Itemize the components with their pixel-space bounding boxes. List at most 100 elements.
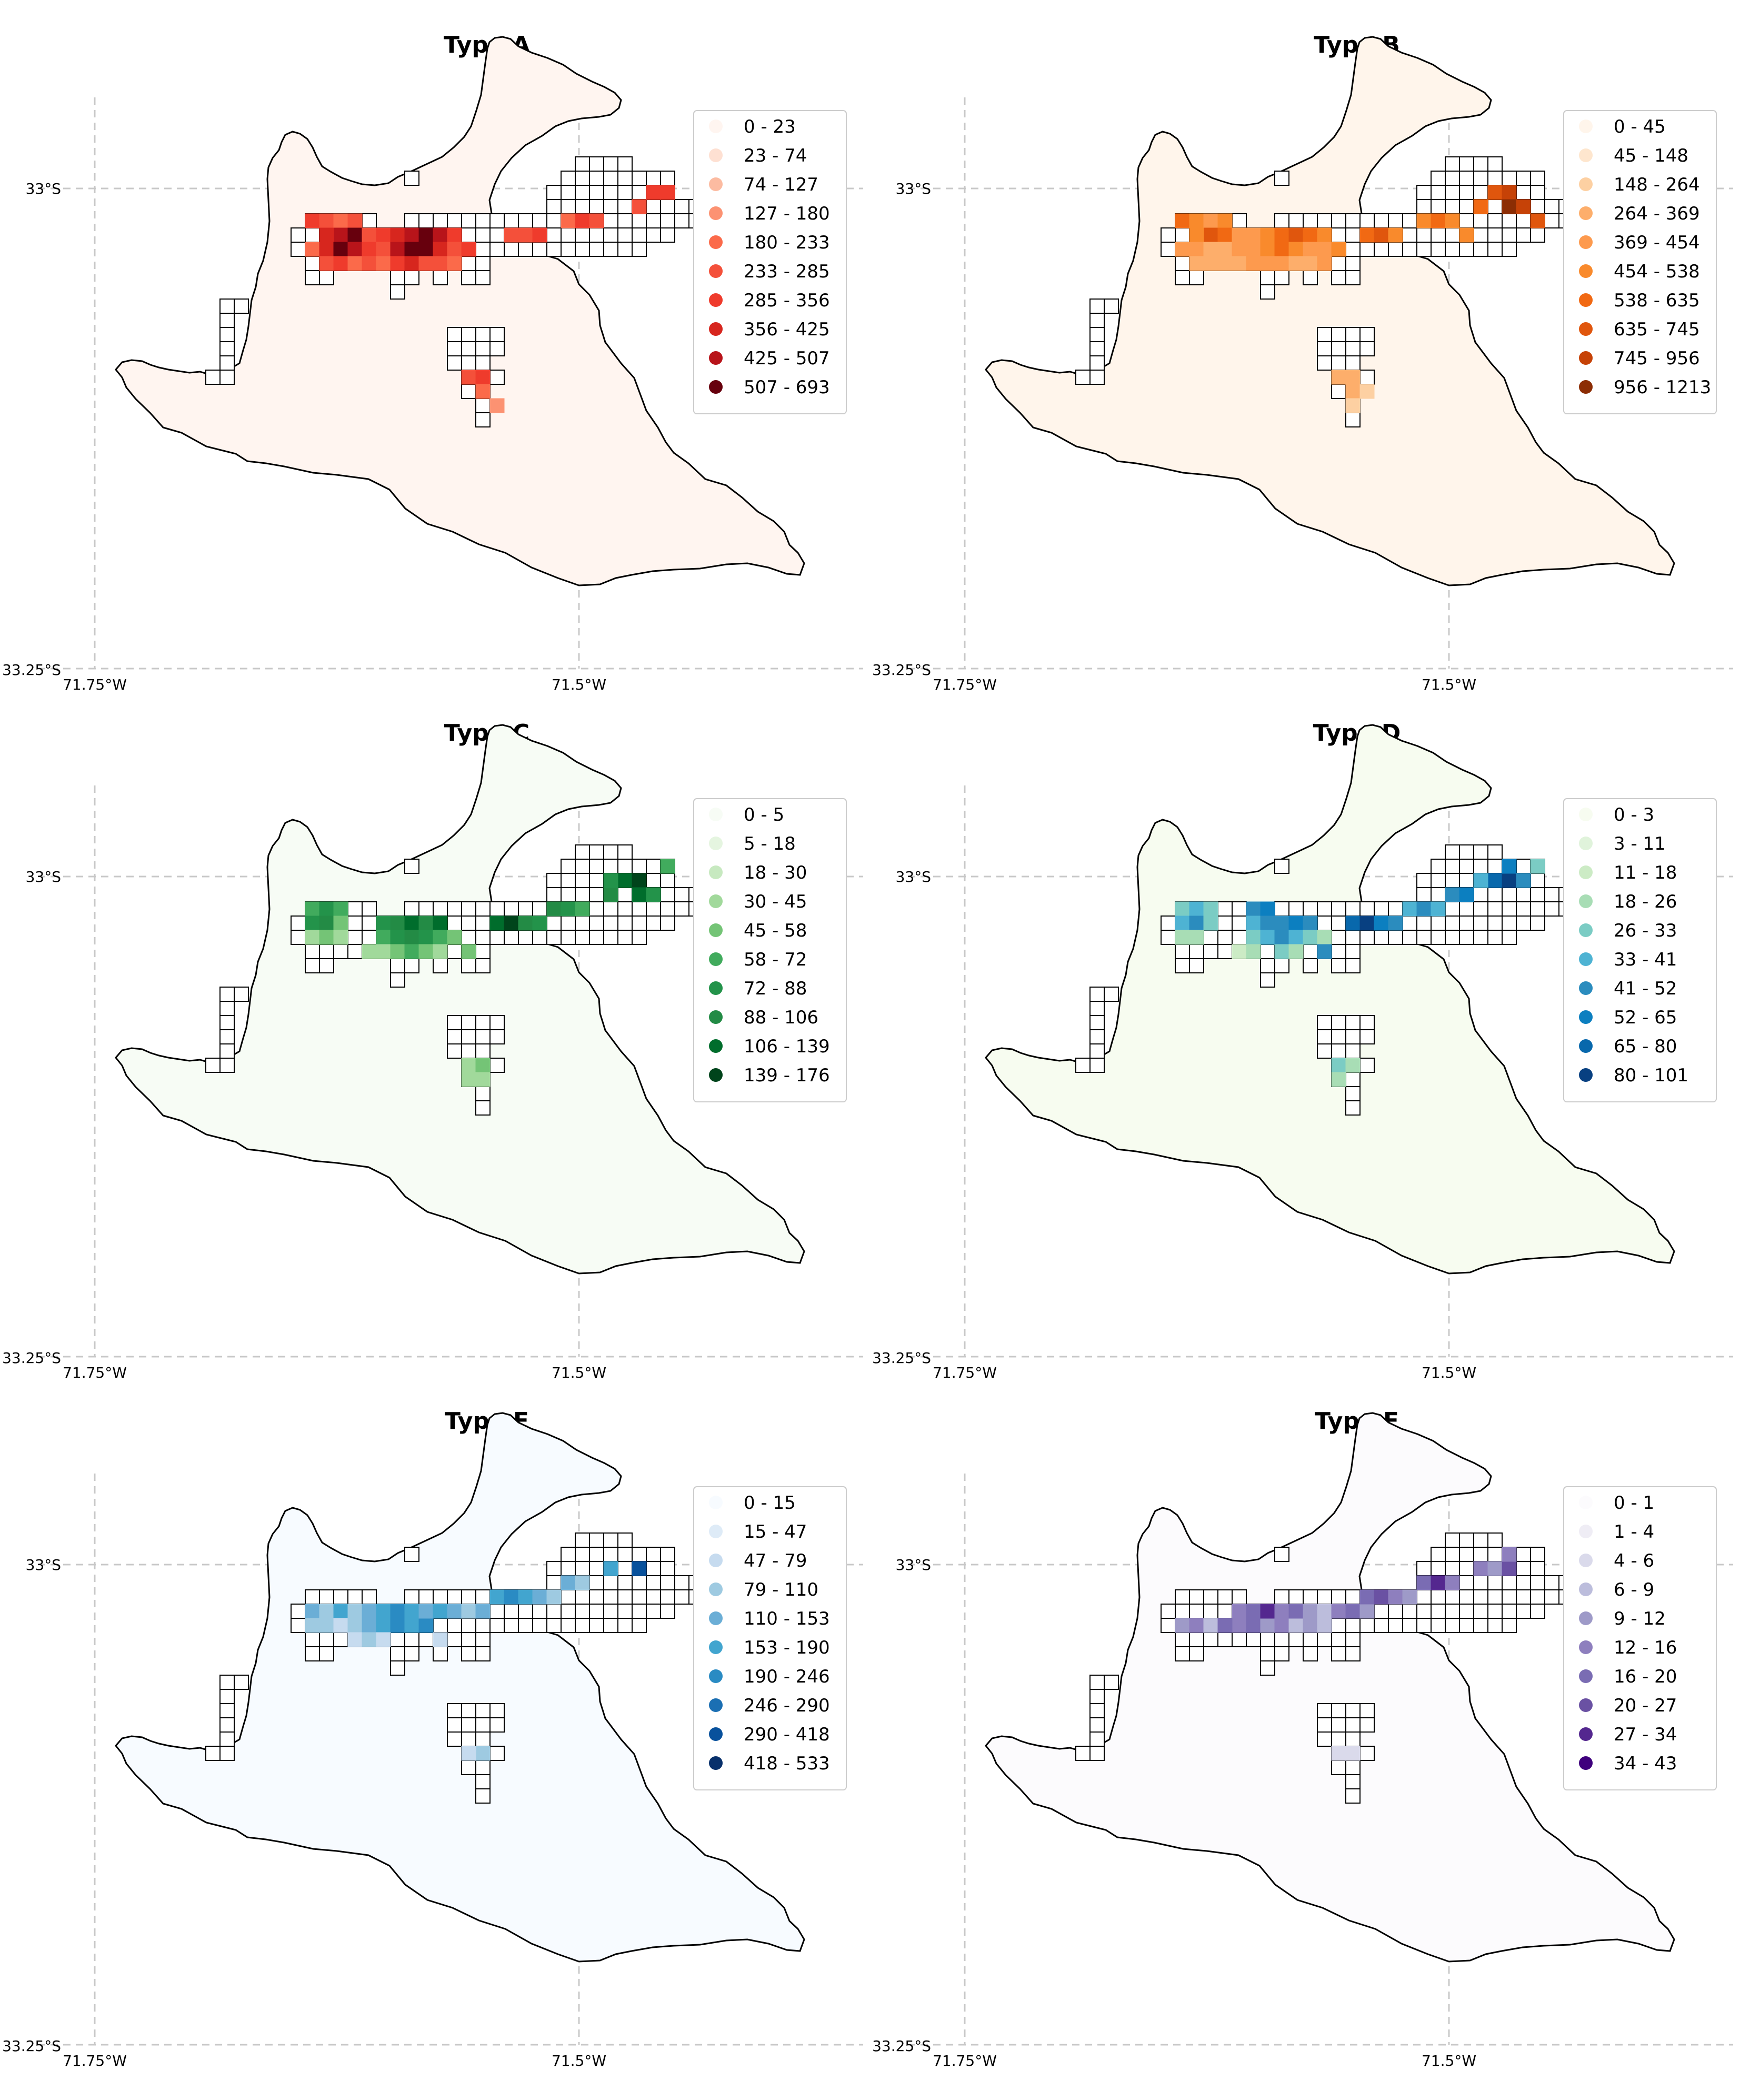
grid-cell	[589, 242, 604, 257]
grid-cell	[1402, 227, 1417, 243]
grid-cell	[1331, 901, 1346, 917]
grid-cell	[1473, 844, 1488, 860]
legend: 0 - 45 45 - 148 148 - 264 264 - 369 369 - 45…	[1563, 110, 1717, 414]
value-cell	[1502, 1561, 1517, 1576]
legend-swatch	[709, 1010, 723, 1024]
grid-cell	[475, 1717, 491, 1733]
grid-cell	[1317, 341, 1332, 356]
value-cell	[433, 944, 448, 959]
grid-cell	[1274, 859, 1289, 874]
value-cell	[404, 930, 419, 945]
legend-swatch	[1579, 981, 1593, 995]
value-cell	[1203, 915, 1218, 931]
value-cell	[1487, 873, 1503, 888]
grid-cell	[1331, 1760, 1346, 1775]
grid-cell	[1416, 227, 1432, 243]
grid-cell	[660, 873, 675, 888]
value-cell	[575, 213, 590, 228]
grid-cell	[1402, 242, 1417, 257]
grid-cell	[1473, 887, 1488, 902]
grid-cell	[603, 213, 618, 228]
grid-cell	[475, 412, 491, 427]
grid-cell	[1359, 327, 1375, 342]
grid-cell	[646, 171, 661, 186]
grid-cell	[1345, 1589, 1361, 1605]
value-cell	[418, 915, 434, 931]
grid-cell	[347, 915, 363, 931]
grid-cell	[1487, 1604, 1503, 1619]
grid-cell	[1459, 1547, 1474, 1562]
grid-cell	[1516, 185, 1531, 200]
grid-cell	[617, 915, 633, 931]
region-outline	[985, 1412, 1675, 1963]
grid-cell	[1331, 1646, 1346, 1661]
grid-cell	[475, 1618, 491, 1633]
grid-cell	[333, 1589, 348, 1605]
grid-cell	[575, 844, 590, 860]
grid-cell	[291, 1604, 306, 1619]
grid-cell	[1303, 1589, 1318, 1605]
value-cell	[632, 887, 647, 902]
grid-cell	[475, 1086, 491, 1101]
grid-cell	[617, 1547, 633, 1562]
grid-cell	[575, 1589, 590, 1605]
grid-cell	[447, 901, 462, 917]
grid-cell	[461, 1731, 476, 1747]
grid-cell	[461, 1589, 476, 1605]
value-cell	[1260, 930, 1275, 945]
value-cell	[305, 242, 320, 257]
grid-cell	[1487, 859, 1503, 874]
grid-cell	[1374, 242, 1389, 257]
grid-cell	[1274, 270, 1289, 285]
value-cell	[1217, 227, 1233, 243]
value-cell	[1175, 901, 1190, 917]
grid-cell	[1331, 270, 1346, 285]
legend-swatch	[709, 1611, 723, 1625]
legend-swatch	[1579, 1583, 1593, 1596]
grid-cell	[603, 930, 618, 945]
grid-cell	[1317, 327, 1332, 342]
grid-cell	[1416, 1561, 1432, 1576]
grid-cell	[461, 1029, 476, 1044]
grid-cell	[1345, 1029, 1361, 1044]
grid-cell	[1374, 213, 1389, 228]
legend-swatch	[1579, 1669, 1593, 1683]
value-cell	[1388, 1589, 1403, 1605]
legend-label: 246 - 290	[744, 1695, 830, 1716]
grid-cell	[461, 930, 476, 945]
value-cell	[347, 1632, 363, 1647]
grid-cell	[603, 859, 618, 874]
grid-cell	[660, 171, 675, 186]
value-cell	[1217, 256, 1233, 271]
value-cell	[362, 227, 377, 243]
grid-cell	[1530, 901, 1545, 917]
grid-cell	[632, 185, 647, 200]
grid-cell	[305, 958, 320, 973]
grid-cell	[1317, 1703, 1332, 1718]
grid-cell	[447, 944, 462, 959]
grid-cell	[646, 1589, 661, 1605]
grid-cell	[632, 171, 647, 186]
legend-label: 454 - 538	[1614, 261, 1700, 282]
grid-cell	[489, 1058, 505, 1073]
value-cell	[333, 915, 348, 931]
value-cell	[347, 242, 363, 257]
grid-cell	[1445, 1547, 1460, 1562]
legend-box	[1563, 110, 1717, 414]
value-cell	[561, 213, 576, 228]
value-cell	[447, 1604, 462, 1619]
value-cell	[575, 1575, 590, 1590]
legend-label: 45 - 58	[744, 920, 807, 941]
lon-tick-label: 71.75°W	[933, 2052, 997, 2069]
lon-tick-label: 71.5°W	[1422, 1364, 1476, 1381]
grid-cell	[1089, 987, 1105, 1002]
value-cell	[1445, 1575, 1460, 1590]
map-panel: Type C33°S33.25°S71.75°W 71.5°W0 - 55 - 1…	[2, 720, 863, 1381]
grid-cell	[1359, 1618, 1375, 1633]
legend-label: 264 - 369	[1614, 203, 1700, 224]
grid-cell	[1416, 873, 1432, 888]
grid-cell	[561, 1547, 576, 1562]
value-cell	[347, 213, 363, 228]
grid-cell	[475, 256, 491, 271]
value-cell	[603, 887, 618, 902]
